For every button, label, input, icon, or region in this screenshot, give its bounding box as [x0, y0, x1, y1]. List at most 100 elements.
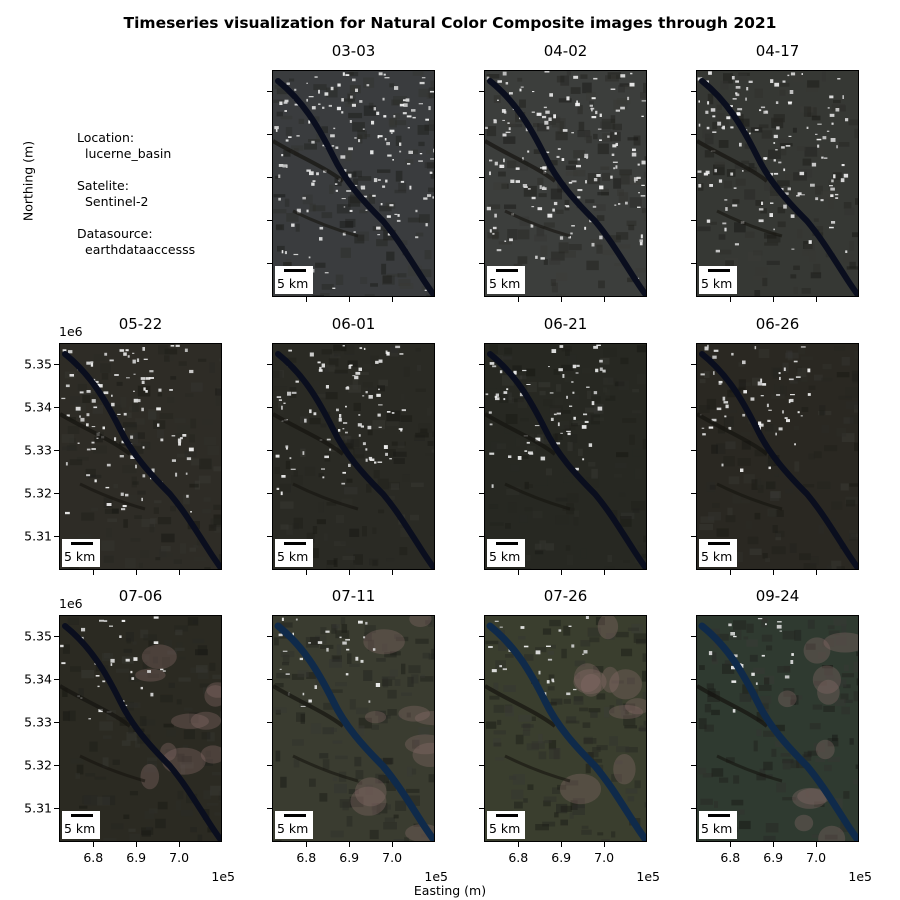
- y-tick: [691, 635, 696, 637]
- y-tick-label: 5.35: [24, 628, 52, 644]
- panel-04-02: 04-02 5 km: [479, 42, 647, 302]
- scale-bar: 5 km: [487, 539, 525, 567]
- satellite-image: 5 km: [59, 343, 222, 570]
- x-tick: [518, 842, 520, 847]
- panel-06-21: 06-21 5 km: [479, 315, 647, 575]
- scale-bar: 5 km: [487, 266, 525, 294]
- satellite-image: 5 km: [272, 343, 435, 570]
- y-tick-label: 5.32: [24, 757, 52, 773]
- x-tick: [816, 297, 818, 302]
- x-tick: [306, 842, 308, 847]
- y-tick-label: 5.33: [24, 714, 52, 730]
- y-tick: [479, 635, 484, 637]
- location-label: Location:: [77, 130, 135, 145]
- y-tick: [479, 90, 484, 92]
- scale-bar-label: 5 km: [701, 821, 733, 836]
- scale-bar-line: [71, 542, 93, 545]
- x-tick: [392, 297, 394, 302]
- x-tick-label: 6.9: [126, 850, 147, 865]
- scale-bar-line: [284, 814, 306, 817]
- scale-bar-label: 5 km: [489, 549, 521, 564]
- panel-title: 09-24: [755, 587, 800, 605]
- scale-bar: 5 km: [275, 266, 313, 294]
- image-raster: [485, 616, 646, 841]
- y-tick: [479, 450, 484, 451]
- y-tick: [691, 678, 696, 680]
- y-tick: [54, 363, 59, 365]
- image-raster: [60, 616, 221, 841]
- y-tick: [267, 450, 272, 451]
- satellite-image: 5 km: [272, 70, 435, 297]
- x-tick: [518, 297, 520, 302]
- scale-bar-label: 5 km: [277, 821, 309, 836]
- x-offset-label: 1e5: [848, 869, 872, 884]
- y-tick: [479, 722, 484, 723]
- image-raster: [697, 71, 858, 296]
- y-tick: [54, 493, 59, 495]
- y-tick-label: 5.31: [24, 528, 52, 544]
- y-tick: [691, 406, 696, 408]
- scale-bar-label: 5 km: [277, 276, 309, 291]
- scale-bar: 5 km: [275, 811, 313, 839]
- x-tick: [773, 297, 775, 302]
- x-tick: [816, 570, 818, 575]
- y-tick-label: 5.32: [24, 485, 52, 501]
- image-raster: [697, 616, 858, 841]
- y-tick: [267, 133, 272, 135]
- x-tick: [730, 297, 732, 302]
- figure-title: Timeseries visualization for Natural Col…: [123, 14, 777, 32]
- scale-bar-line: [71, 814, 93, 817]
- y-tick: [691, 722, 696, 723]
- x-tick: [136, 570, 138, 575]
- x-tick: [179, 842, 181, 847]
- panel-06-01: 06-01 5 km: [267, 315, 435, 575]
- y-tick: [691, 133, 696, 135]
- x-tick: [93, 570, 95, 575]
- satellite-value: Sentinel-2: [85, 194, 149, 209]
- y-tick: [479, 406, 484, 408]
- y-tick: [267, 722, 272, 723]
- scale-bar-label: 5 km: [64, 821, 96, 836]
- scale-bar: 5 km: [275, 539, 313, 567]
- x-tick: [349, 570, 351, 575]
- y-tick: [691, 220, 696, 222]
- y-tick: [691, 90, 696, 92]
- panel-07-11: 07-11 5 km 6.8 6.9 7.0 1e5: [267, 587, 448, 884]
- y-tick: [267, 90, 272, 92]
- panel-07-06: 07-06 5 km 5.31 5.32 5.33 5.34 5.35 1e6 6.8 6.9 7.…: [24, 587, 235, 884]
- x-tick: [136, 842, 138, 847]
- y-tick: [267, 536, 272, 538]
- scale-bar: 5 km: [699, 539, 737, 567]
- y-tick: [54, 450, 59, 451]
- x-tick-label: 6.8: [296, 850, 317, 865]
- datasource-value: earthdataaccesss: [85, 242, 196, 257]
- y-offset-label: 1e6: [59, 324, 83, 339]
- y-tick: [267, 808, 272, 810]
- y-tick: [267, 678, 272, 680]
- x-tick: [816, 842, 818, 847]
- y-tick: [54, 722, 59, 723]
- x-tick: [604, 297, 606, 302]
- x-tick: [93, 842, 95, 847]
- panel-title: 06-01: [331, 315, 376, 333]
- satellite-image: 5 km: [696, 615, 859, 842]
- satellite-image: 5 km: [272, 615, 435, 842]
- x-tick: [392, 842, 394, 847]
- x-tick: [730, 842, 732, 847]
- x-tick: [730, 570, 732, 575]
- panel-06-26: 06-26 5 km: [691, 315, 859, 575]
- y-tick: [267, 765, 272, 767]
- y-tick: [54, 536, 59, 538]
- y-tick: [54, 808, 59, 810]
- satellite-image: 5 km: [484, 343, 647, 570]
- x-tick: [773, 842, 775, 847]
- panel-title: 07-06: [118, 587, 163, 605]
- x-tick-label: 7.0: [806, 850, 827, 865]
- panel-title: 07-26: [543, 587, 588, 605]
- metadata-text: Location: lucerne_basin Satelite: Sentin…: [77, 130, 195, 274]
- scale-bar-label: 5 km: [277, 549, 309, 564]
- y-axis-label: Northing (m): [20, 140, 36, 222]
- x-tick: [561, 297, 563, 302]
- scale-bar-line: [284, 269, 306, 272]
- image-raster: [697, 344, 858, 569]
